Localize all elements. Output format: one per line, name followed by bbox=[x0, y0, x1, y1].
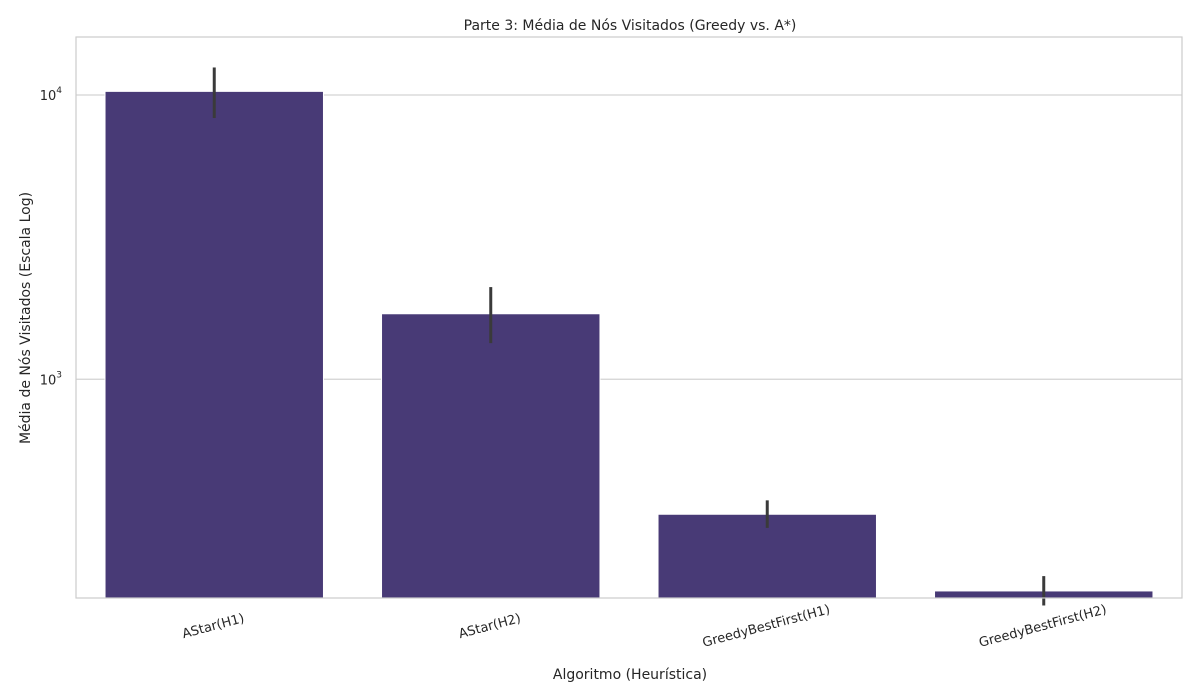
bars bbox=[104, 90, 1154, 599]
y-tick-label: 103 bbox=[40, 370, 62, 388]
bar bbox=[381, 313, 601, 599]
y-tick-label: 104 bbox=[40, 86, 63, 104]
y-axis-label: Média de Nós Visitados (Escala Log) bbox=[18, 192, 34, 444]
y-tick-labels: 103 104 bbox=[40, 86, 63, 388]
x-axis-label: Algoritmo (Heurística) bbox=[553, 667, 707, 683]
plot-frame bbox=[75, 36, 1183, 599]
bar bbox=[104, 90, 324, 599]
chart-title: Parte 3: Média de Nós Visitados (Greedy … bbox=[464, 18, 797, 34]
error-bars bbox=[212, 67, 1046, 606]
